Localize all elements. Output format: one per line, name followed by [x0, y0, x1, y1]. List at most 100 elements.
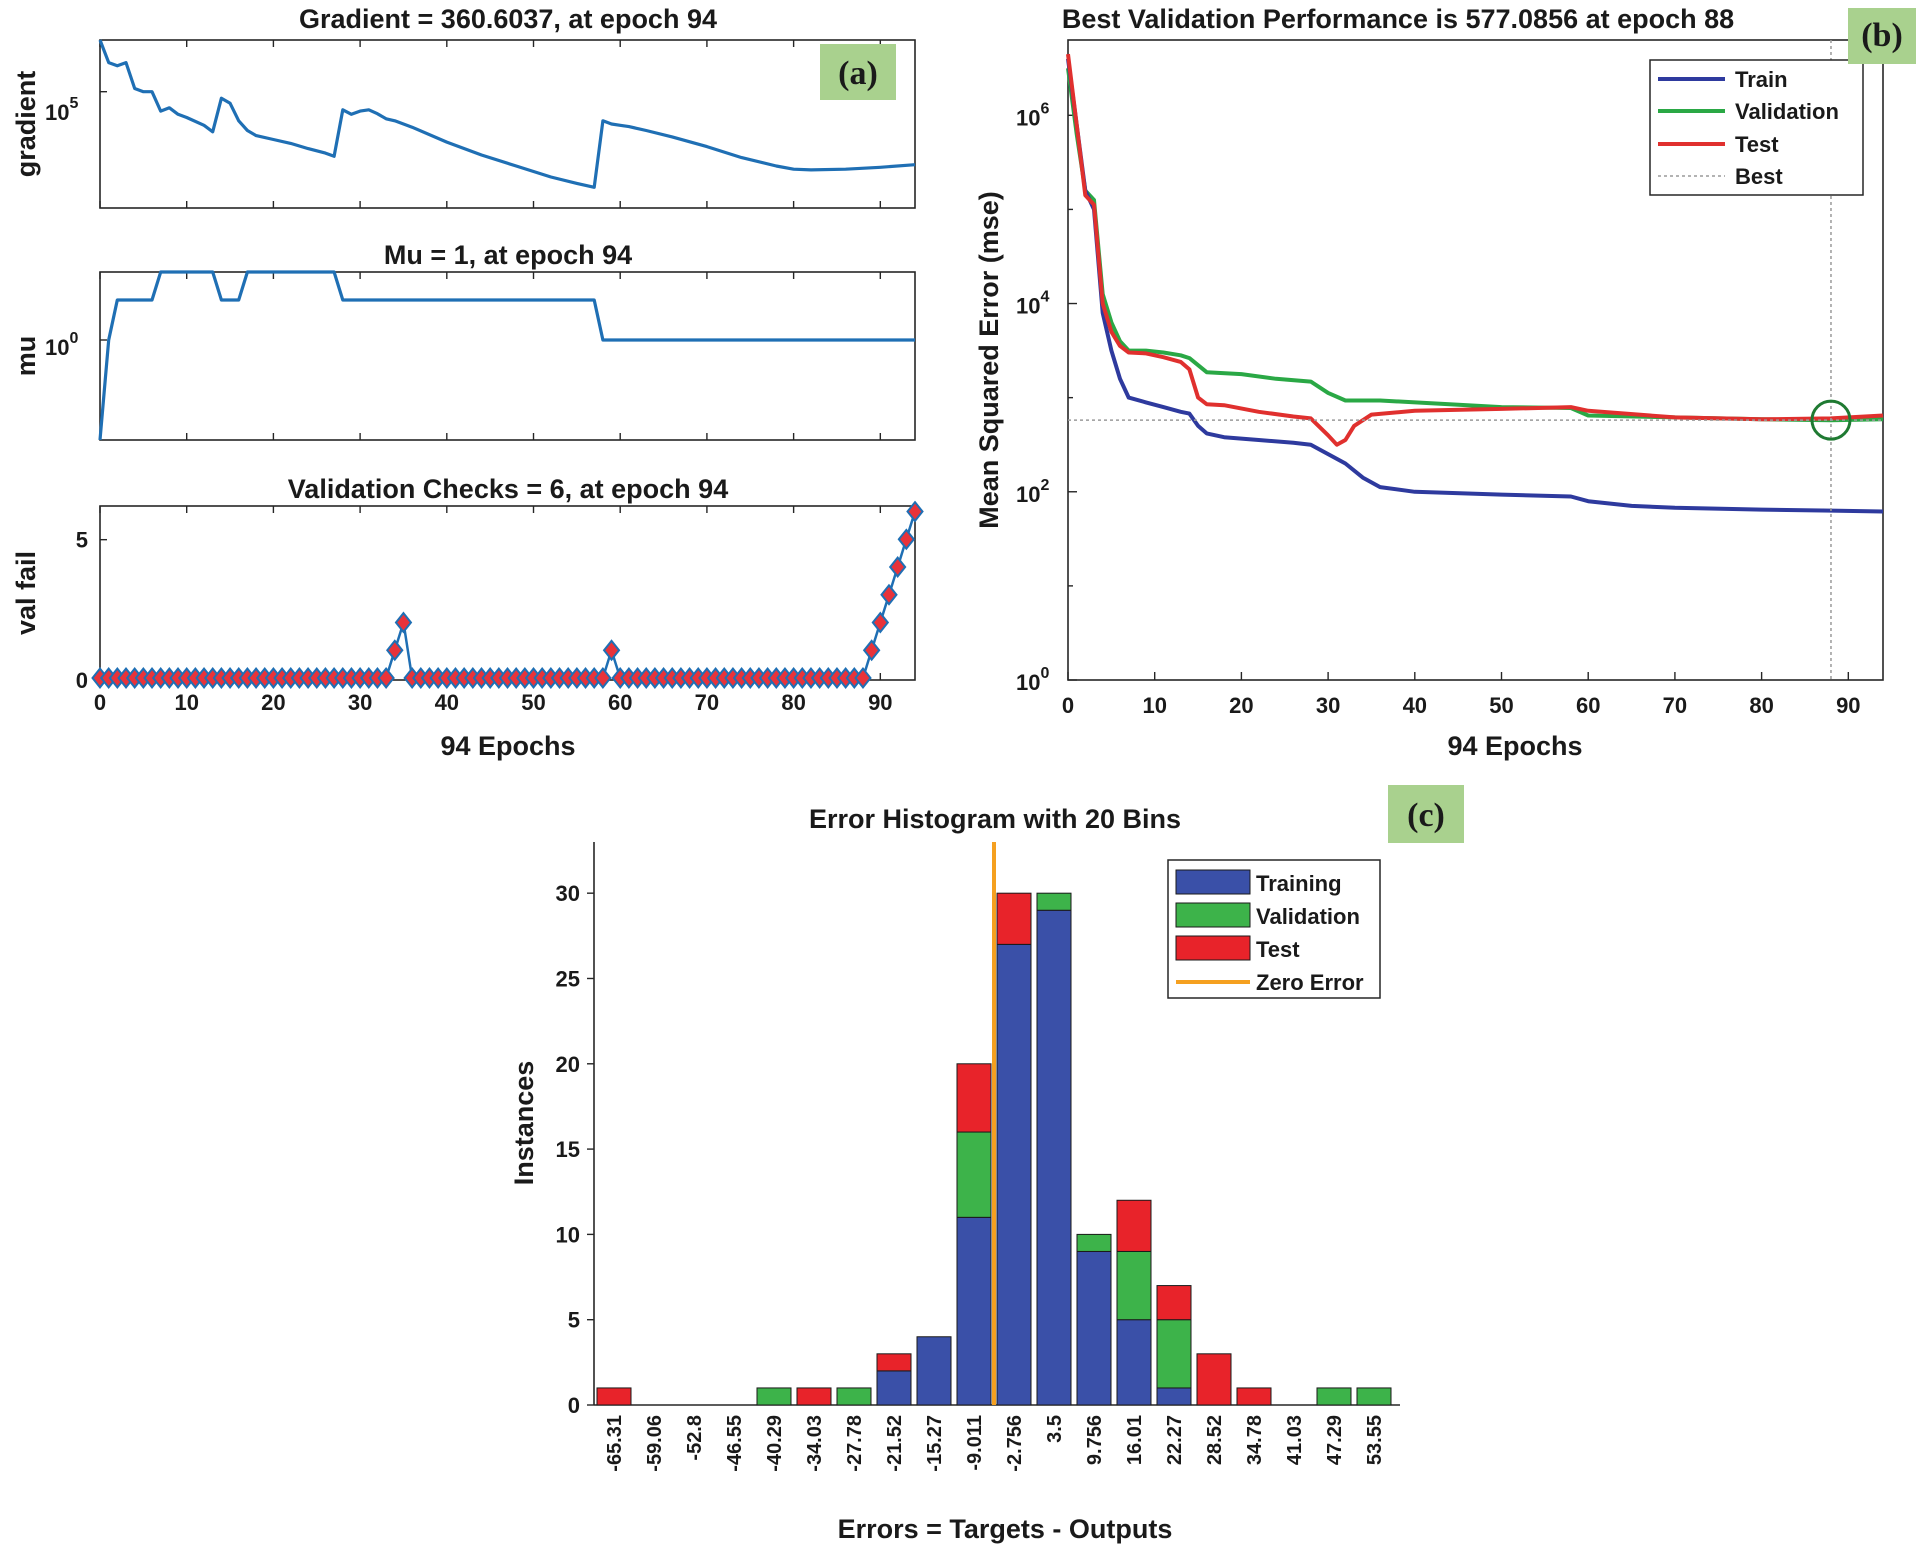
x-tick-label: 10 [174, 690, 198, 715]
x-tick-label: 50 [1489, 693, 1513, 718]
mu-line [98, 270, 915, 441]
val-fail-point [377, 667, 395, 689]
y-tick-label: 102 [1016, 477, 1049, 507]
histogram-legend: Training Validation Test Zero Error [1167, 859, 1381, 999]
x-tick-label: 0 [1062, 693, 1074, 718]
histogram-bar-training [1076, 1250, 1112, 1406]
performance-x-label: 94 Epochs [1447, 731, 1582, 761]
performance-lines [1066, 53, 1884, 514]
histogram-x-ticks: -65.31 -59.06 -52.8 -46.55 -40.29 -34.03 -27.7… [604, 1415, 1386, 1472]
histogram-bar-validation [1076, 1233, 1112, 1252]
val-fail-y-label: val fail [11, 551, 41, 635]
legend-test: Test [1658, 132, 1779, 157]
legend-test-label: Test [1735, 132, 1779, 157]
performance-line-validation [1066, 67, 1884, 423]
histogram-bar-training [916, 1336, 952, 1406]
x-tick-label: 20 [1229, 693, 1253, 718]
y-tick-label: 106 [1016, 100, 1049, 130]
histogram-x-tick-label: 34.78 [1244, 1415, 1266, 1465]
histogram-bar-test [876, 1353, 912, 1372]
legend-hist-test-swatch [1175, 935, 1251, 961]
y-tick-label: 20 [556, 1052, 580, 1077]
histogram-bar-test [1156, 1285, 1192, 1321]
y-tick-label: 5 [76, 528, 88, 553]
histogram-bar-validation [836, 1387, 872, 1406]
gradient-y-tick-label: 105 [45, 95, 78, 125]
legend-training-label: Training [1256, 871, 1342, 896]
panel-b-label: (b) [1861, 17, 1903, 54]
histogram-x-tick-label: -40.29 [764, 1415, 786, 1472]
x-tick-label: 90 [868, 690, 892, 715]
panel-a-badge-bg [820, 44, 896, 100]
histogram-bar-validation [1356, 1387, 1392, 1406]
y-tick-label: 30 [556, 881, 580, 906]
histogram-bar-test [1196, 1353, 1232, 1406]
histogram-bar-validation [1116, 1250, 1152, 1321]
histogram-bar-validation [1316, 1387, 1352, 1406]
legend-validation: Validation [1658, 99, 1839, 124]
histogram-bar-test [596, 1387, 632, 1406]
histogram-x-tick-label: -65.31 [604, 1415, 626, 1472]
val-fail-point [906, 500, 924, 523]
x-tick-label: 70 [695, 690, 719, 715]
val-fail-title: Validation Checks = 6, at epoch 94 [288, 474, 728, 504]
histogram-bar-training [1116, 1319, 1152, 1406]
performance-line-test [1066, 53, 1884, 447]
panel-c-label: (c) [1407, 797, 1445, 834]
histogram-x-tick-label: -59.06 [644, 1415, 666, 1472]
x-tick-label: 80 [1749, 693, 1773, 718]
performance-legend-box [1649, 59, 1864, 196]
best-validation-marker [1810, 399, 1852, 441]
histogram-title: Error Histogram with 20 Bins [809, 804, 1181, 834]
y-tick-label: 5 [568, 1308, 580, 1333]
gradient-x-ticks [99, 40, 882, 208]
histogram-bar-test [1236, 1387, 1272, 1406]
val-fail-point [394, 611, 413, 634]
x-tick-label: 40 [435, 690, 459, 715]
performance-line-train [1066, 58, 1884, 514]
x-tick-label: 20 [261, 690, 285, 715]
histogram-x-tick-label: 16.01 [1124, 1415, 1146, 1465]
histogram-x-tick-label: -9.011 [964, 1415, 986, 1471]
mu-y-label: mu [11, 336, 41, 377]
mu-y-tick-label: 100 [45, 330, 78, 360]
panel-a-label: (a) [838, 55, 878, 92]
panel-b-badge-bg [1848, 8, 1916, 64]
histogram-x-tick-label: 22.27 [1164, 1415, 1186, 1465]
y-tick-label: 10 [556, 1222, 580, 1247]
histogram-x-label: Errors = Targets - Outputs [838, 1514, 1173, 1544]
histogram-x-tick-label: -52.8 [684, 1415, 706, 1461]
y-tick-label: 104 [1016, 289, 1049, 319]
gradient-axes [99, 39, 916, 209]
mu-panel: Mu = 1, at epoch 94 mu 100 [11, 240, 916, 441]
val-fail-point [594, 667, 612, 689]
histogram-bar-training [1036, 909, 1072, 1406]
x-tick-label: 50 [521, 690, 545, 715]
legend-hist-validation: Validation [1175, 902, 1360, 929]
histogram-bar-test [796, 1387, 832, 1406]
histogram-x-tick-label: 3.5 [1044, 1415, 1066, 1443]
legend-validation-label: Validation [1735, 99, 1839, 124]
val-fail-point [871, 611, 890, 634]
legend-hist-validation-swatch [1175, 902, 1251, 928]
histogram-bar-training [876, 1370, 912, 1406]
histogram-x-tick-label: 9.756 [1084, 1415, 1106, 1465]
histogram-bar-test [996, 892, 1032, 945]
val-fail-point [386, 639, 404, 662]
histogram-bar-training [1156, 1387, 1192, 1406]
histogram-x-tick-label: 28.52 [1204, 1415, 1226, 1465]
val-fail-x-label: 94 Epochs [440, 731, 575, 761]
gradient-y-label: gradient [11, 71, 41, 178]
histogram-panel: Error Histogram with 20 Bins 0 5 10 15 20 25 3… [509, 785, 1464, 1544]
val-fail-point [897, 528, 916, 551]
x-tick-label: 80 [781, 690, 805, 715]
panel-a-badge: (a) [820, 44, 896, 100]
legend-train-label: Train [1735, 67, 1788, 92]
mu-y-tick: 100 [45, 330, 78, 360]
performance-title: Best Validation Performance is 577.0856 … [1062, 4, 1734, 34]
legend-training-swatch [1175, 869, 1251, 895]
val-fail-panel: Validation Checks = 6, at epoch 94 0 10 20… [11, 474, 924, 761]
histogram-bars [596, 892, 1392, 1406]
mu-title: Mu = 1, at epoch 94 [384, 240, 632, 270]
val-fail-point [888, 556, 907, 579]
